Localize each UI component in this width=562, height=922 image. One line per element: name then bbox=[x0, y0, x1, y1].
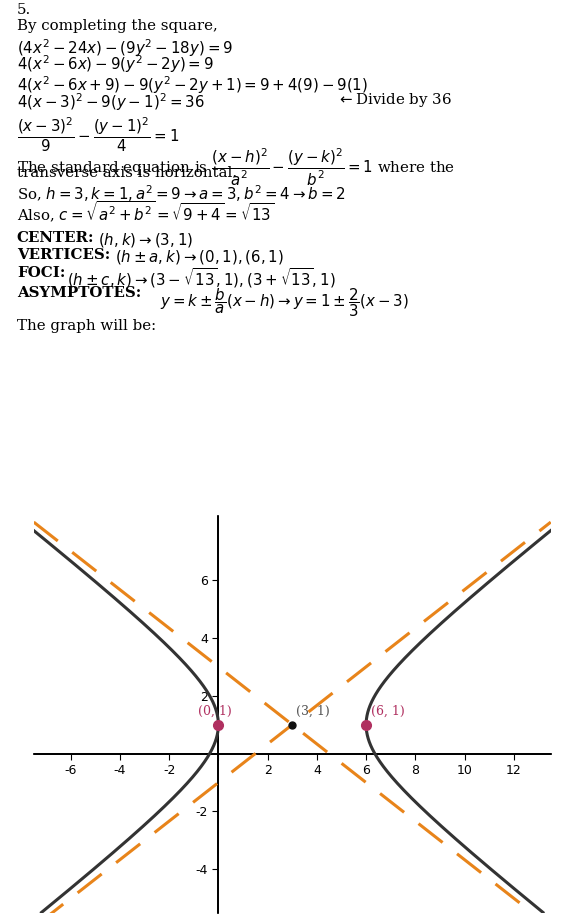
Text: Also, $c = \sqrt{a^2 + b^2} = \sqrt{9 + 4} = \sqrt{13}$: Also, $c = \sqrt{a^2 + b^2} = \sqrt{9 + … bbox=[17, 199, 274, 225]
Text: 5.: 5. bbox=[17, 3, 31, 18]
Text: The graph will be:: The graph will be: bbox=[17, 319, 156, 334]
Text: $(4x^2 - 24x) - (9y^2 - 18y) = 9$: $(4x^2 - 24x) - (9y^2 - 18y) = 9$ bbox=[17, 37, 233, 59]
Text: $y = k \pm \dfrac{b}{a}(x - h) \rightarrow y = 1 \pm \dfrac{2}{3}(x - 3)$: $y = k \pm \dfrac{b}{a}(x - h) \rightarr… bbox=[160, 286, 409, 319]
Text: $(h \pm c, k) \rightarrow (3 - \sqrt{13}, 1),(3 + \sqrt{13}, 1)$: $(h \pm c, k) \rightarrow (3 - \sqrt{13}… bbox=[67, 266, 336, 290]
Text: $\dfrac{(x-3)^2}{9} - \dfrac{(y-1)^2}{4} = 1$: $\dfrac{(x-3)^2}{9} - \dfrac{(y-1)^2}{4}… bbox=[17, 115, 179, 154]
Text: The standard equation is $\dfrac{(x-h)^2}{a^2} - \dfrac{(y-k)^2}{b^2} = 1$ where: The standard equation is $\dfrac{(x-h)^2… bbox=[17, 147, 455, 187]
Text: $4(x^2 - 6x) - 9(y^2 - 2y) = 9$: $4(x^2 - 6x) - 9(y^2 - 2y) = 9$ bbox=[17, 53, 214, 76]
Text: (3, 1): (3, 1) bbox=[296, 704, 330, 717]
Text: CENTER:: CENTER: bbox=[17, 230, 94, 245]
Text: transverse axis is horizontal.: transverse axis is horizontal. bbox=[17, 166, 237, 181]
Text: By completing the square,: By completing the square, bbox=[17, 18, 217, 33]
Text: ASYMPTOTES:: ASYMPTOTES: bbox=[17, 286, 141, 300]
Text: So, $h = 3, k = 1, a^2 = 9 \rightarrow a = 3, b^2 = 4 \rightarrow b = 2$: So, $h = 3, k = 1, a^2 = 9 \rightarrow a… bbox=[17, 183, 346, 204]
Text: (6, 1): (6, 1) bbox=[371, 704, 405, 717]
Text: FOCI:: FOCI: bbox=[17, 266, 65, 280]
Text: $\leftarrow$Divide by 36: $\leftarrow$Divide by 36 bbox=[337, 91, 452, 109]
Text: $(h \pm a, k) \rightarrow (0, 1), (6, 1)$: $(h \pm a, k) \rightarrow (0, 1), (6, 1)… bbox=[115, 248, 284, 266]
Text: $4(x - 3)^2 - 9(y - 1)^2 = 36$: $4(x - 3)^2 - 9(y - 1)^2 = 36$ bbox=[17, 91, 205, 112]
Text: VERTICES:: VERTICES: bbox=[17, 248, 110, 262]
Text: $4(x^2 - 6x + 9) - 9(y^2 - 2y + 1) = 9 + 4(9) - 9(1)$: $4(x^2 - 6x + 9) - 9(y^2 - 2y + 1) = 9 +… bbox=[17, 75, 368, 96]
Text: (0, 1): (0, 1) bbox=[198, 704, 232, 717]
Text: $(h, k) \rightarrow (3, 1)$: $(h, k) \rightarrow (3, 1)$ bbox=[98, 230, 193, 249]
